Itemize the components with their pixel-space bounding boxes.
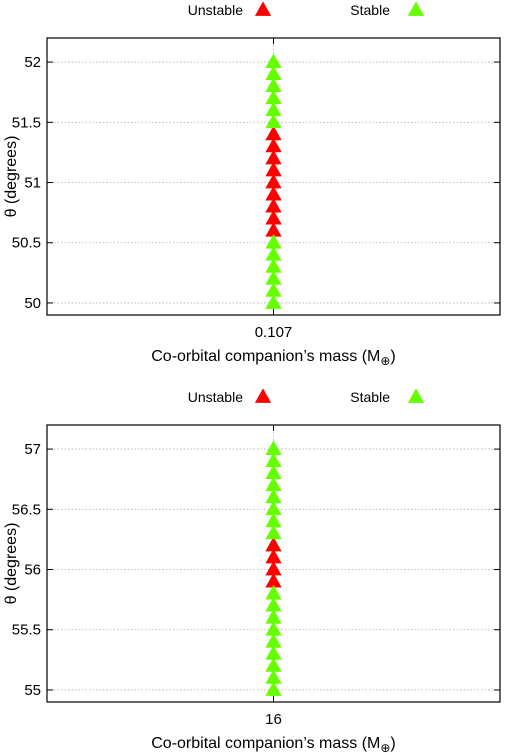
unstable-point bbox=[265, 560, 282, 576]
chart-2: 55 55.5 56 56.5 57 16 Co-orbital companion’s m… bbox=[3, 388, 501, 755]
stable-point bbox=[265, 294, 282, 309]
unstable-point bbox=[265, 197, 282, 213]
y-tick-label: 50.5 bbox=[12, 235, 41, 252]
unstable-point bbox=[265, 572, 282, 588]
stable-point bbox=[265, 53, 282, 68]
y-tick-label: 55 bbox=[24, 682, 41, 699]
stable-point bbox=[265, 645, 282, 660]
stable-point bbox=[265, 476, 282, 492]
stable-point bbox=[265, 596, 282, 612]
legend-marker-stable bbox=[407, 1, 425, 16]
stable-point bbox=[265, 621, 282, 636]
unstable-point bbox=[265, 185, 282, 201]
stable-point bbox=[265, 77, 282, 93]
unstable-point bbox=[265, 536, 282, 552]
stable-point bbox=[265, 440, 282, 455]
legend-label-stable: Stable bbox=[350, 2, 390, 18]
unstable-point bbox=[265, 149, 282, 165]
y-tick-label: 57 bbox=[24, 441, 41, 458]
stable-point bbox=[265, 584, 282, 600]
x-axis-label: Co-orbital companion’s mass (M⊕) bbox=[151, 348, 396, 368]
y-tick-label: 50 bbox=[24, 295, 41, 312]
x-tick-label: 0.107 bbox=[255, 324, 293, 341]
x-axis-label: Co-orbital companion’s mass (M⊕) bbox=[151, 735, 396, 755]
stable-point bbox=[265, 452, 282, 468]
y-axis-label: θ (degrees) bbox=[3, 136, 20, 218]
stable-point bbox=[265, 681, 282, 696]
stable-point bbox=[265, 89, 282, 105]
y-tick-label: 51.5 bbox=[12, 114, 41, 131]
stable-point bbox=[265, 258, 282, 273]
stable-point bbox=[265, 524, 282, 540]
stable-point bbox=[265, 234, 282, 249]
unstable-point bbox=[265, 161, 282, 177]
chart-1: 50 50.5 51 51.5 52 0.107 Co-orbital companion’… bbox=[3, 1, 501, 368]
stable-point bbox=[265, 270, 282, 285]
stable-point bbox=[265, 65, 282, 81]
stable-point bbox=[265, 282, 282, 297]
stable-point bbox=[265, 633, 282, 648]
stable-point bbox=[265, 609, 282, 624]
unstable-point bbox=[265, 548, 282, 564]
y-tick-label: 55.5 bbox=[12, 622, 41, 639]
y-tick-label: 56.5 bbox=[12, 501, 41, 518]
x-tick-label: 16 bbox=[265, 711, 282, 728]
legend-marker-stable bbox=[407, 388, 425, 403]
stable-point bbox=[265, 101, 282, 117]
stable-point bbox=[265, 464, 282, 480]
stable-point bbox=[265, 113, 282, 129]
unstable-point bbox=[265, 125, 282, 141]
unstable-point bbox=[265, 137, 282, 153]
legend-marker-unstable bbox=[254, 388, 272, 403]
unstable-point bbox=[265, 209, 282, 225]
stable-point bbox=[265, 488, 282, 504]
unstable-point bbox=[265, 222, 282, 237]
legend-label-unstable: Unstable bbox=[188, 389, 243, 405]
stable-point bbox=[265, 500, 282, 516]
legend: Unstable Stable bbox=[188, 1, 425, 18]
y-tick-label: 56 bbox=[24, 562, 41, 579]
y-tick-label: 52 bbox=[24, 54, 41, 71]
y-tick-label: 51 bbox=[24, 175, 41, 192]
legend-label-unstable: Unstable bbox=[188, 2, 243, 18]
legend-label-stable: Stable bbox=[350, 389, 390, 405]
stable-point bbox=[265, 669, 282, 684]
unstable-point bbox=[265, 173, 282, 189]
stable-point bbox=[265, 512, 282, 528]
y-axis-label: θ (degrees) bbox=[3, 523, 20, 605]
legend-marker-unstable bbox=[254, 1, 272, 16]
legend: Unstable Stable bbox=[188, 388, 425, 405]
stable-point bbox=[265, 246, 282, 261]
stable-point bbox=[265, 657, 282, 672]
